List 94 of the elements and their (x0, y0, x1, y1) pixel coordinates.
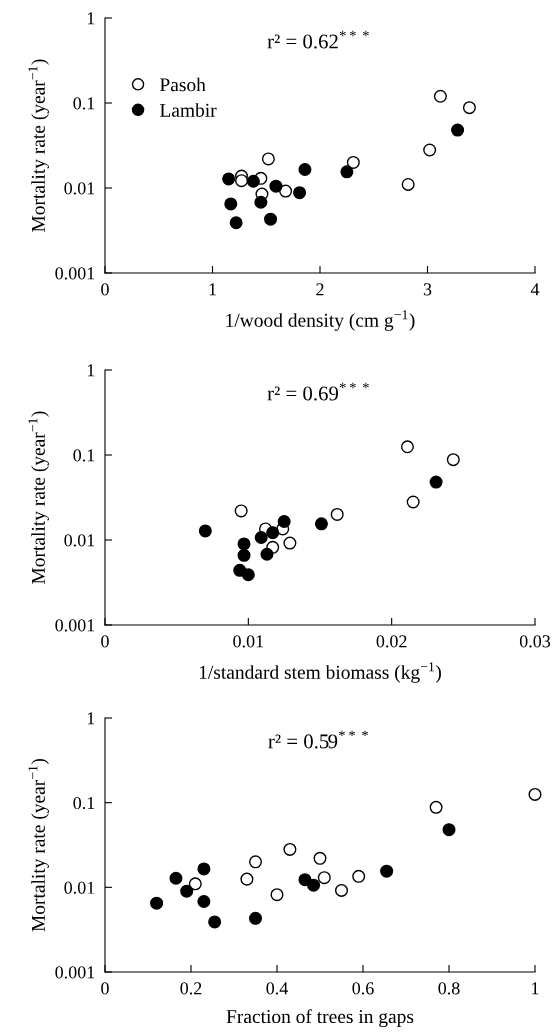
point (313, 851, 327, 865)
y-tick-label: 0.01 (64, 881, 95, 894)
annotation: r² = 0.59$^{***}$ (268, 730, 368, 749)
legend-label: Pasoh (160, 77, 206, 92)
x-tick-label: 0.03 (519, 635, 551, 648)
point (283, 842, 297, 856)
point (352, 869, 366, 883)
x-tick-label: 0 (101, 283, 109, 296)
point (234, 504, 248, 518)
x-tick-label: 0.8 (438, 982, 460, 995)
point (528, 787, 542, 801)
y-tick-label: 0.1 (73, 449, 95, 462)
point (246, 174, 260, 188)
point (261, 152, 275, 166)
point (269, 179, 283, 193)
point (442, 823, 456, 837)
point (248, 855, 263, 869)
point (406, 495, 420, 509)
point (429, 800, 443, 814)
point (314, 517, 328, 531)
x-tick-label: 0.6 (352, 982, 374, 995)
y-axis-title: Mortality rate (year$^{−1}$) (28, 758, 49, 932)
y-tick-label: 1 (87, 364, 95, 377)
point (283, 536, 297, 550)
point (264, 212, 278, 226)
point (248, 911, 263, 925)
y-tick-label: 0.001 (55, 619, 95, 632)
point (235, 174, 249, 188)
point (240, 872, 254, 886)
x-axis-title: 1/wood density (cm g$^{−1}$) (226, 310, 415, 331)
y-tick-label: 0.001 (55, 267, 95, 280)
x-axis-title: Fraction of trees in gaps (226, 1009, 414, 1028)
point (423, 143, 437, 157)
point (197, 862, 211, 876)
point (208, 915, 222, 929)
y-tick-label: 0.001 (55, 966, 95, 979)
point (241, 568, 255, 582)
y-tick-label: 1 (87, 712, 95, 725)
point (222, 172, 236, 186)
x-tick-label: 4 (530, 283, 540, 296)
annotation: r² = 0.69$^{***}$ (267, 382, 369, 401)
point (401, 177, 415, 191)
point (429, 475, 443, 489)
point (340, 165, 354, 179)
y-tick-label: 1 (87, 12, 95, 25)
x-tick-label: 0 (101, 982, 109, 995)
x-tick-label: 0.01 (233, 635, 264, 648)
point (346, 155, 360, 169)
x-tick-label: 3 (423, 283, 432, 296)
point (254, 530, 268, 545)
point (260, 547, 274, 561)
point (298, 163, 312, 177)
x-tick-label: 2 (316, 283, 324, 296)
point (433, 89, 447, 103)
point (380, 864, 394, 878)
point (197, 895, 211, 909)
point (229, 216, 243, 230)
x-tick-label: 0.4 (266, 982, 288, 995)
y-tick-label: 0.01 (64, 182, 95, 195)
point (277, 515, 291, 529)
point (224, 197, 238, 211)
x-tick-label: 1 (209, 283, 216, 296)
y-tick-label: 0.1 (73, 796, 95, 810)
point (330, 507, 344, 521)
point (237, 548, 251, 562)
x-tick-label: 0.2 (180, 982, 202, 995)
point (254, 195, 268, 209)
point (266, 526, 280, 540)
x-axis-title: 1/standard stem biomass (kg$^{−1}$) (199, 662, 441, 683)
point (400, 440, 414, 454)
point (334, 883, 349, 897)
legend-label: Lambir (160, 103, 217, 117)
y-tick-label: 0.1 (73, 97, 95, 110)
point (293, 186, 307, 200)
annotation: r² = 0.62$^{***}$ (267, 30, 369, 49)
point (198, 524, 212, 538)
point (446, 453, 460, 467)
point (150, 896, 164, 910)
point (462, 101, 476, 115)
point (180, 884, 194, 898)
y-axis-title: Mortality rate (year$^{−1}$) (28, 59, 49, 232)
x-tick-label: 1 (532, 982, 539, 995)
point (317, 871, 331, 885)
point (270, 888, 284, 902)
y-tick-label: 0.01 (64, 534, 95, 547)
point (188, 877, 202, 891)
y-axis-title: Mortality rate (year$^{−1}$) (28, 411, 49, 584)
x-tick-label: 0 (101, 635, 109, 648)
point (307, 878, 321, 892)
point (169, 871, 183, 885)
point (279, 184, 293, 198)
point (451, 123, 465, 137)
point (237, 537, 251, 551)
x-tick-label: 0.02 (376, 635, 407, 648)
